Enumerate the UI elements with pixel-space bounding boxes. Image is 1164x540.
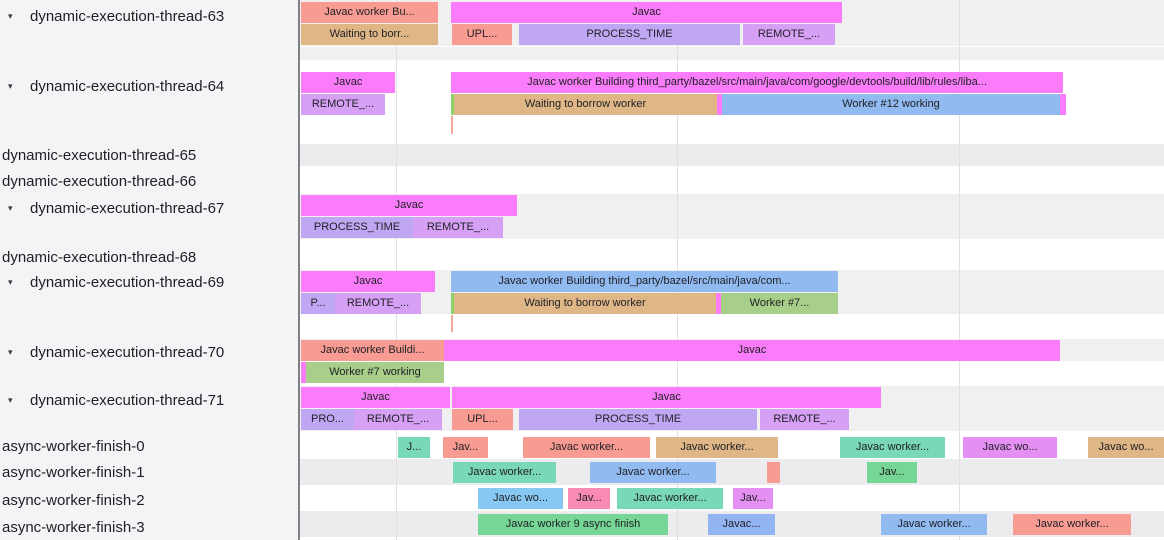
thread-name-label: dynamic-execution-thread-63	[30, 7, 225, 25]
flow-marker-line	[451, 315, 453, 332]
trace-slice[interactable]: J...	[398, 437, 430, 458]
track-band	[300, 47, 1164, 60]
trace-slice[interactable]: PROCESS_TIME	[519, 24, 740, 45]
thread-row-dynamic-execution-thread-69[interactable]: ▾ dynamic-execution-thread-69	[0, 271, 298, 293]
trace-slice[interactable]: Waiting to borrow worker	[454, 293, 716, 314]
trace-slice[interactable]: REMOTE_...	[335, 293, 421, 314]
trace-slice[interactable]: Worker #7 working	[306, 362, 444, 383]
trace-slice[interactable]: P...	[301, 293, 335, 314]
trace-slice[interactable]: Javac worker Building third_party/bazel/…	[451, 72, 1063, 93]
thread-name-label: dynamic-execution-thread-68	[2, 248, 197, 266]
trace-slice[interactable]: Javac wo...	[1088, 437, 1164, 458]
thread-row-dynamic-execution-thread-68[interactable]: dynamic-execution-thread-68	[0, 246, 300, 268]
thread-row-async-worker-finish-3[interactable]: async-worker-finish-3	[0, 516, 300, 538]
trace-slice[interactable]	[717, 94, 723, 115]
trace-slice[interactable]: Waiting to borr...	[301, 24, 438, 45]
trace-slice[interactable]: Javac worker...	[656, 437, 778, 458]
trace-slice[interactable]: Javac worker Building third_party/bazel/…	[451, 271, 838, 292]
expand-triangle-icon[interactable]: ▾	[8, 202, 13, 213]
thread-name-label: async-worker-finish-2	[2, 491, 145, 509]
trace-slice[interactable]: Javac	[451, 2, 842, 23]
trace-slice[interactable]: Javac	[301, 271, 435, 292]
gridline	[677, 0, 678, 540]
thread-name-label: dynamic-execution-thread-66	[2, 172, 197, 190]
trace-slice[interactable]: Javac	[444, 340, 1060, 361]
trace-slice[interactable]: Javac worker Bu...	[301, 2, 438, 23]
track-band	[300, 459, 1164, 485]
trace-slice[interactable]	[1060, 94, 1066, 115]
trace-slice[interactable]: REMOTE_...	[743, 24, 835, 45]
gridline	[959, 0, 960, 540]
thread-row-dynamic-execution-thread-63[interactable]: ▾ dynamic-execution-thread-63	[0, 5, 298, 27]
thread-name-panel: ▾ dynamic-execution-thread-63 ▾ dynamic-exe…	[0, 0, 300, 540]
trace-slice[interactable]: Jav...	[568, 488, 610, 509]
trace-slice[interactable]: Javac	[301, 195, 517, 216]
trace-slice[interactable]: REMOTE_...	[354, 409, 442, 430]
trace-slice[interactable]: Javac worker 9 async finish	[478, 514, 668, 535]
trace-slice[interactable]: Javac	[301, 72, 395, 93]
trace-slice[interactable]: Javac worker...	[840, 437, 945, 458]
trace-slice[interactable]: Javac worker...	[590, 462, 716, 483]
thread-name-label: dynamic-execution-thread-67	[30, 199, 225, 217]
trace-slice[interactable]: Javac worker...	[1013, 514, 1131, 535]
trace-slice[interactable]: Jav...	[443, 437, 488, 458]
gridline	[396, 0, 397, 540]
thread-name-label: dynamic-execution-thread-64	[30, 77, 225, 95]
expand-triangle-icon[interactable]: ▾	[8, 276, 13, 287]
thread-name-label: dynamic-execution-thread-70	[30, 343, 225, 361]
trace-slice[interactable]: REMOTE_...	[301, 94, 385, 115]
thread-name-label: dynamic-execution-thread-71	[30, 391, 225, 409]
thread-row-dynamic-execution-thread-65[interactable]: dynamic-execution-thread-65	[0, 144, 300, 166]
track-band	[300, 144, 1164, 166]
thread-row-async-worker-finish-0[interactable]: async-worker-finish-0	[0, 435, 300, 457]
expand-triangle-icon[interactable]: ▾	[8, 394, 13, 405]
trace-slice[interactable]: UPL...	[452, 409, 513, 430]
thread-name-label: dynamic-execution-thread-69	[30, 273, 225, 291]
trace-slice[interactable]: PROCESS_TIME	[301, 217, 413, 238]
trace-slice[interactable]: Javac worker...	[453, 462, 556, 483]
expand-triangle-icon[interactable]: ▾	[8, 80, 13, 91]
trace-slice[interactable]: Javac	[452, 387, 881, 408]
trace-slice[interactable]: Javac wo...	[478, 488, 563, 509]
expand-triangle-icon[interactable]: ▾	[8, 346, 13, 357]
thread-row-async-worker-finish-2[interactable]: async-worker-finish-2	[0, 489, 300, 511]
thread-row-dynamic-execution-thread-70[interactable]: ▾ dynamic-execution-thread-70	[0, 341, 298, 363]
expand-triangle-icon[interactable]: ▾	[8, 10, 13, 21]
flow-marker-line	[451, 116, 453, 134]
trace-slice[interactable]: Javac worker...	[523, 437, 650, 458]
trace-slice[interactable]: Javac wo...	[963, 437, 1057, 458]
trace-slice[interactable]: Javac worker Buildi...	[301, 340, 444, 361]
thread-name-label: async-worker-finish-1	[2, 463, 145, 481]
trace-slice[interactable]: Javac worker...	[617, 488, 723, 509]
trace-slice[interactable]: Waiting to borrow worker	[454, 94, 717, 115]
trace-slice[interactable]: Javac...	[708, 514, 775, 535]
thread-name-label: async-worker-finish-0	[2, 437, 145, 455]
thread-row-dynamic-execution-thread-64[interactable]: ▾ dynamic-execution-thread-64	[0, 75, 298, 97]
thread-row-async-worker-finish-1[interactable]: async-worker-finish-1	[0, 461, 300, 483]
thread-name-label: dynamic-execution-thread-65	[2, 146, 197, 164]
thread-row-dynamic-execution-thread-71[interactable]: ▾ dynamic-execution-thread-71	[0, 389, 298, 411]
trace-slice[interactable]	[301, 362, 307, 383]
thread-row-dynamic-execution-thread-66[interactable]: dynamic-execution-thread-66	[0, 170, 300, 192]
trace-slice[interactable]: Jav...	[733, 488, 773, 509]
trace-slice[interactable]: UPL...	[452, 24, 512, 45]
trace-slice[interactable]: Worker #12 working	[722, 94, 1060, 115]
trace-slice[interactable]: Javac	[301, 387, 450, 408]
trace-slice[interactable]: PROCESS_TIME	[519, 409, 757, 430]
trace-slice[interactable]: REMOTE_...	[413, 217, 503, 238]
thread-name-label: async-worker-finish-3	[2, 518, 145, 536]
trace-slice[interactable]: Worker #7...	[721, 293, 838, 314]
trace-slice[interactable]	[767, 462, 780, 483]
trace-slice[interactable]: Javac worker...	[881, 514, 987, 535]
trace-slice[interactable]: REMOTE_...	[760, 409, 849, 430]
trace-slice[interactable]: Jav...	[867, 462, 917, 483]
trace-slice[interactable]	[716, 293, 722, 314]
thread-row-dynamic-execution-thread-67[interactable]: ▾ dynamic-execution-thread-67	[0, 197, 298, 219]
trace-slice[interactable]: PRO...	[301, 409, 354, 430]
